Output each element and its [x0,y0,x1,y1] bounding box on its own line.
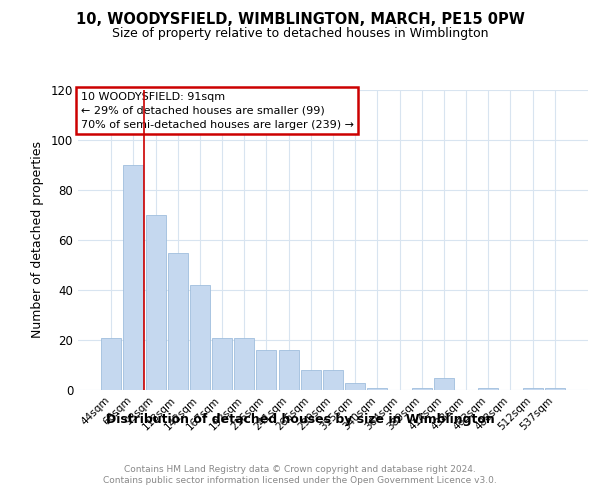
Bar [412,388,432,390]
Text: 10, WOODYSFIELD, WIMBLINGTON, MARCH, PE15 0PW: 10, WOODYSFIELD, WIMBLINGTON, MARCH, PE1… [76,12,524,28]
Bar [124,165,143,390]
Bar [256,350,277,390]
Bar [168,252,188,390]
Text: Contains HM Land Registry data © Crown copyright and database right 2024.: Contains HM Land Registry data © Crown c… [124,465,476,474]
Bar [278,350,299,390]
Bar [190,285,210,390]
Bar [345,382,365,390]
Bar [434,378,454,390]
Bar [301,370,321,390]
Y-axis label: Number of detached properties: Number of detached properties [31,142,44,338]
Text: 10 WOODYSFIELD: 91sqm
← 29% of detached houses are smaller (99)
70% of semi-deta: 10 WOODYSFIELD: 91sqm ← 29% of detached … [80,92,353,130]
Text: Distribution of detached houses by size in Wimblington: Distribution of detached houses by size … [106,412,494,426]
Bar [523,388,542,390]
Bar [545,388,565,390]
Bar [323,370,343,390]
Bar [146,215,166,390]
Bar [234,338,254,390]
Bar [101,338,121,390]
Bar [212,338,232,390]
Bar [478,388,498,390]
Bar [367,388,388,390]
Text: Size of property relative to detached houses in Wimblington: Size of property relative to detached ho… [112,28,488,40]
Text: Contains public sector information licensed under the Open Government Licence v3: Contains public sector information licen… [103,476,497,485]
